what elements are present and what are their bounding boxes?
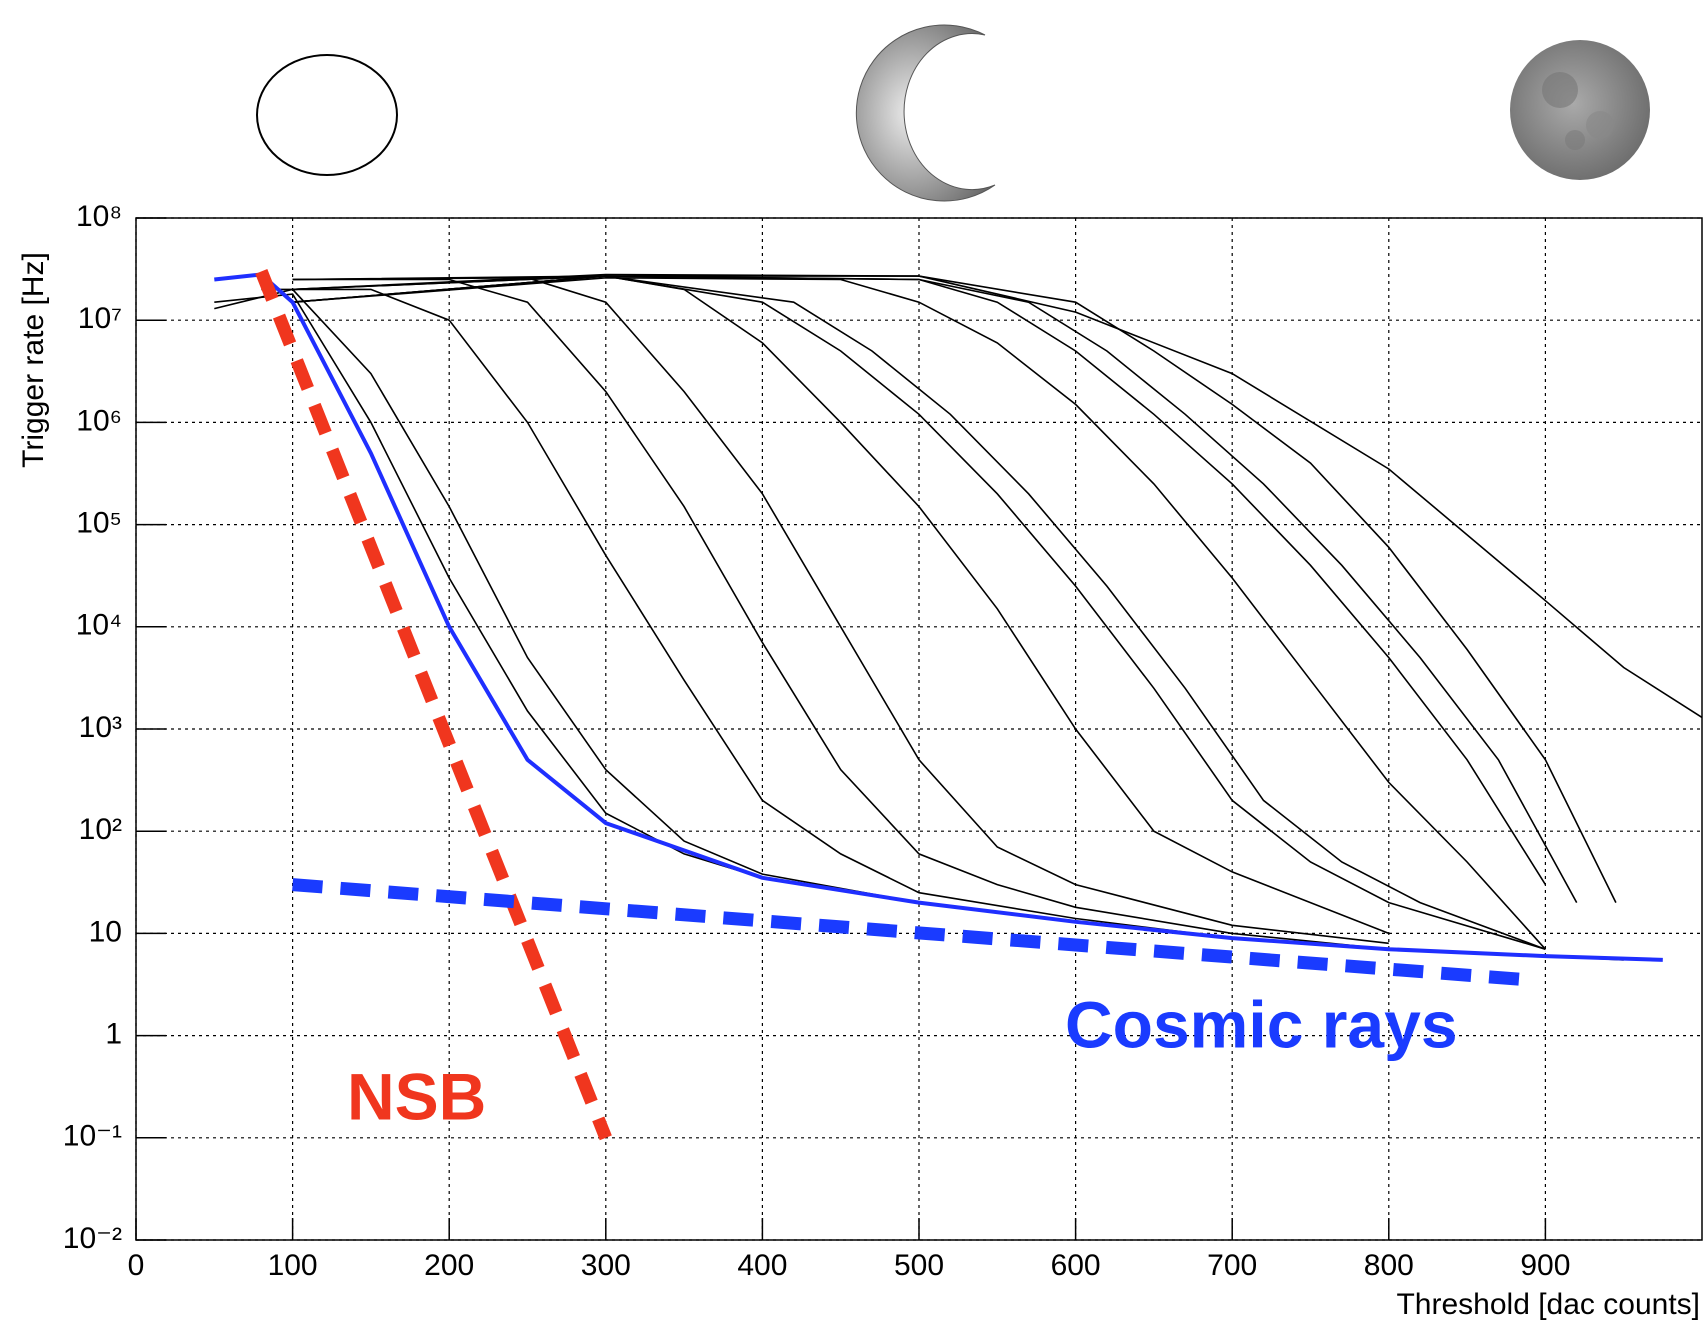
guide-line [292,878,1531,987]
curve [292,275,1578,903]
curve [214,272,1663,962]
curve [292,273,1703,719]
curve [292,275,1546,950]
y-tick-label: 10⁴ [76,609,122,642]
x-tick-label: 500 [894,1249,944,1282]
curve [292,275,1390,935]
x-tick-label: 800 [1364,1249,1414,1282]
curve [292,276,1546,950]
y-tick-label: 10³ [79,711,122,744]
x-tick-label: 300 [581,1249,631,1282]
y-tick-label: 10⁻¹ [63,1120,122,1153]
x-tick-label: 900 [1520,1249,1570,1282]
x-tick-label: 0 [128,1249,145,1282]
y-tick-label: 10² [79,813,122,846]
curve [292,276,1389,945]
y-tick-label: 10⁻² [63,1222,122,1255]
x-tick-label: 700 [1207,1249,1257,1282]
y-tick-label: 10⁸ [76,200,122,233]
x-tick-label: 100 [268,1249,318,1282]
new-moon-icon [256,54,398,176]
x-tick-label: 200 [424,1249,474,1282]
y-tick-label: 1 [105,1018,122,1051]
annotation-label: Cosmic rays [1065,987,1458,1061]
curve [292,275,1617,903]
y-tick-label: 10⁶ [76,404,122,437]
curve [261,288,1389,950]
full-moon-icon [1510,40,1650,180]
annotation-label: NSB [347,1059,486,1133]
guide-line [255,269,612,1141]
y-axis-label: Trigger rate [Hz] [17,252,50,468]
y-tick-label: 10 [89,915,122,948]
x-tick-label: 600 [1051,1249,1101,1282]
x-tick-label: 400 [737,1249,787,1282]
crescent-moon-icon [855,24,996,202]
y-tick-label: 10⁵ [76,507,122,540]
x-axis-label: Threshold [dac counts] [1396,1288,1700,1321]
curve [214,288,1546,957]
curve [292,278,1389,950]
y-tick-label: 10⁷ [78,302,122,335]
curve [292,275,1546,950]
